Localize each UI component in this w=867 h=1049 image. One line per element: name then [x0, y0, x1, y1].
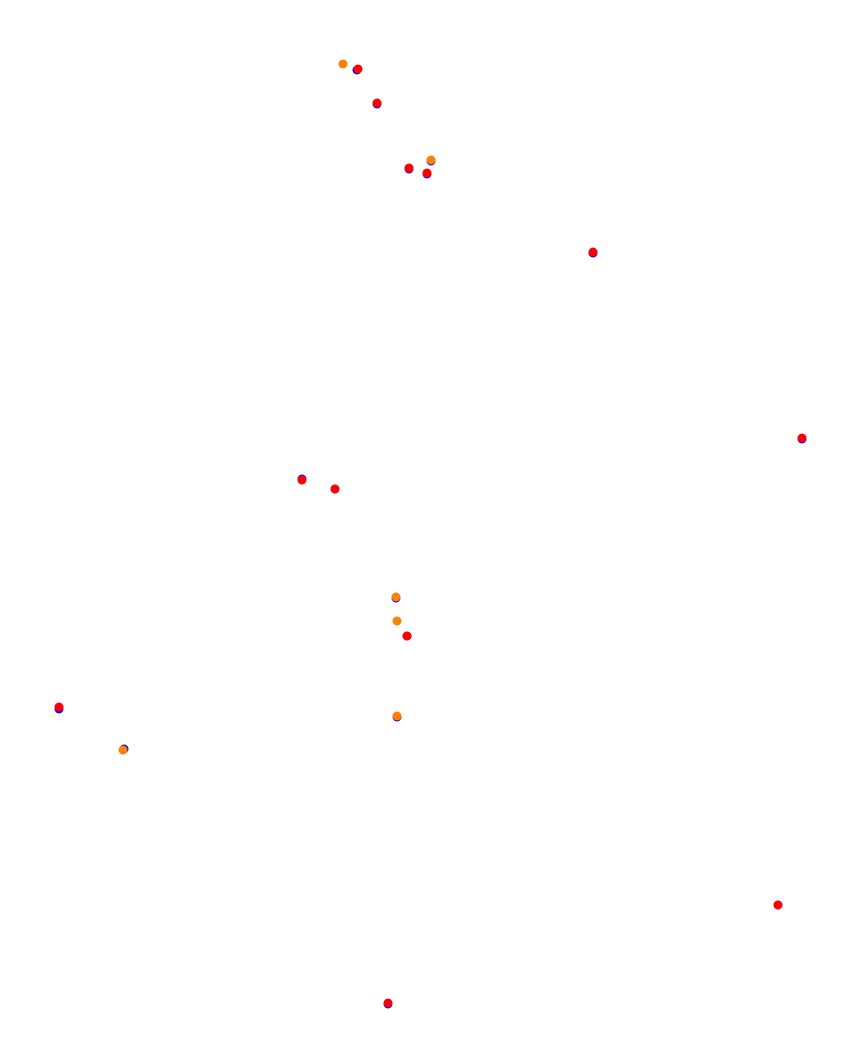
series-2	[118, 59, 436, 755]
data-point	[391, 592, 401, 602]
data-point	[426, 155, 436, 165]
data-point	[54, 702, 64, 712]
data-point	[404, 163, 414, 173]
data-point	[588, 247, 598, 257]
data-point	[353, 64, 363, 74]
data-point	[118, 745, 128, 755]
data-point	[330, 484, 340, 494]
data-point	[392, 616, 402, 626]
data-point	[338, 59, 348, 69]
series-1	[54, 64, 807, 1008]
data-point	[797, 433, 807, 443]
data-point	[383, 998, 393, 1008]
data-point	[422, 168, 432, 178]
data-point	[372, 98, 382, 108]
series-0	[54, 65, 807, 1009]
data-point	[402, 631, 412, 641]
data-point	[392, 711, 402, 721]
data-point	[773, 900, 783, 910]
data-point	[297, 475, 307, 485]
